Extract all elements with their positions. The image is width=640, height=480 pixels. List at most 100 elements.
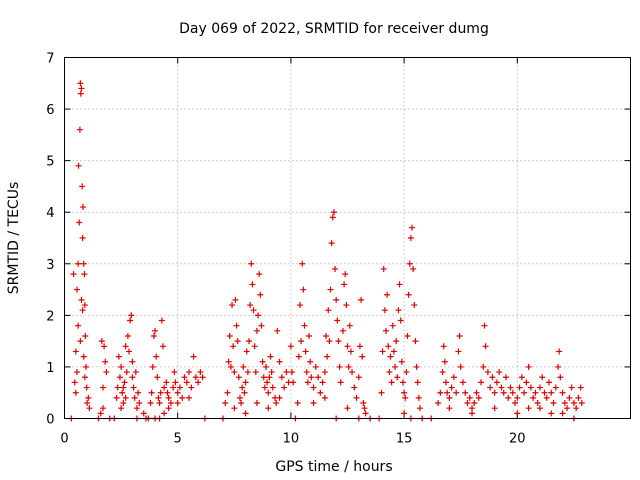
data-point	[532, 389, 539, 396]
data-point	[231, 405, 238, 412]
data-point	[224, 389, 231, 396]
data-point	[521, 389, 528, 396]
data-point	[133, 405, 140, 412]
y-tick-label: 0	[46, 413, 54, 428]
data-point	[246, 338, 253, 345]
data-point	[269, 384, 276, 391]
data-point	[379, 348, 386, 355]
data-point	[239, 384, 246, 391]
data-point	[79, 307, 86, 314]
data-point	[489, 374, 496, 381]
data-point	[296, 302, 303, 309]
data-point	[240, 363, 247, 370]
data-point	[570, 400, 577, 407]
data-point	[334, 317, 341, 324]
data-point	[199, 374, 206, 381]
data-point	[289, 369, 296, 376]
data-point	[258, 322, 265, 329]
data-point	[500, 389, 507, 396]
data-point	[225, 358, 232, 365]
data-point	[73, 369, 80, 376]
data-point	[164, 389, 171, 396]
data-point	[121, 379, 128, 386]
data-point	[523, 379, 530, 386]
data-point	[260, 374, 267, 381]
data-point	[276, 394, 283, 401]
data-point	[153, 353, 160, 360]
data-point	[411, 302, 418, 309]
data-point	[394, 374, 401, 381]
data-point	[179, 394, 186, 401]
data-point	[257, 291, 264, 298]
data-point	[557, 374, 564, 381]
data-point	[234, 338, 241, 345]
data-point	[385, 343, 392, 350]
data-point	[415, 394, 422, 401]
data-point	[444, 389, 451, 396]
data-point	[536, 405, 543, 412]
data-point	[253, 400, 260, 407]
data-point	[378, 389, 385, 396]
data-point	[416, 405, 423, 412]
data-point	[388, 379, 395, 386]
data-point	[249, 281, 256, 288]
data-point	[140, 410, 147, 417]
data-point	[256, 271, 263, 278]
data-point	[315, 374, 322, 381]
data-point	[393, 338, 400, 345]
data-point	[342, 271, 349, 278]
data-point	[78, 296, 85, 303]
data-point	[512, 400, 519, 407]
data-point	[395, 307, 402, 314]
data-point	[123, 369, 130, 376]
data-point	[401, 410, 408, 417]
data-point	[480, 363, 487, 370]
data-point	[81, 271, 88, 278]
data-point	[303, 369, 310, 376]
data-point	[347, 348, 354, 355]
data-point	[440, 343, 447, 350]
data-point	[80, 204, 87, 211]
data-point	[403, 369, 410, 376]
data-point	[120, 384, 127, 391]
data-point	[236, 394, 243, 401]
data-point	[124, 332, 131, 339]
data-point	[231, 369, 238, 376]
data-point	[156, 400, 163, 407]
data-point	[103, 369, 110, 376]
data-point	[401, 389, 408, 396]
data-point	[174, 400, 181, 407]
data-point	[99, 405, 106, 412]
data-point	[548, 389, 555, 396]
data-point	[459, 379, 466, 386]
data-point	[163, 379, 170, 386]
data-point	[80, 353, 87, 360]
data-point	[559, 389, 566, 396]
data-point	[77, 338, 84, 345]
data-point	[181, 374, 188, 381]
plot-frame	[64, 57, 631, 419]
data-point	[262, 363, 269, 370]
data-point	[136, 400, 143, 407]
x-tick-label: 10	[283, 432, 300, 447]
data-point	[176, 384, 183, 391]
data-point	[300, 286, 307, 293]
data-point	[306, 332, 313, 339]
data-point	[321, 394, 328, 401]
data-point	[190, 353, 197, 360]
data-point	[97, 410, 104, 417]
data-point	[273, 400, 280, 407]
data-point	[516, 384, 523, 391]
data-point	[155, 394, 162, 401]
data-point	[170, 384, 177, 391]
data-point	[491, 405, 498, 412]
data-point	[120, 400, 127, 407]
data-point	[356, 343, 363, 350]
data-point	[274, 327, 281, 334]
data-point	[387, 353, 394, 360]
data-point	[128, 312, 135, 319]
data-point	[85, 394, 92, 401]
data-point	[276, 358, 283, 365]
data-point	[548, 410, 555, 417]
